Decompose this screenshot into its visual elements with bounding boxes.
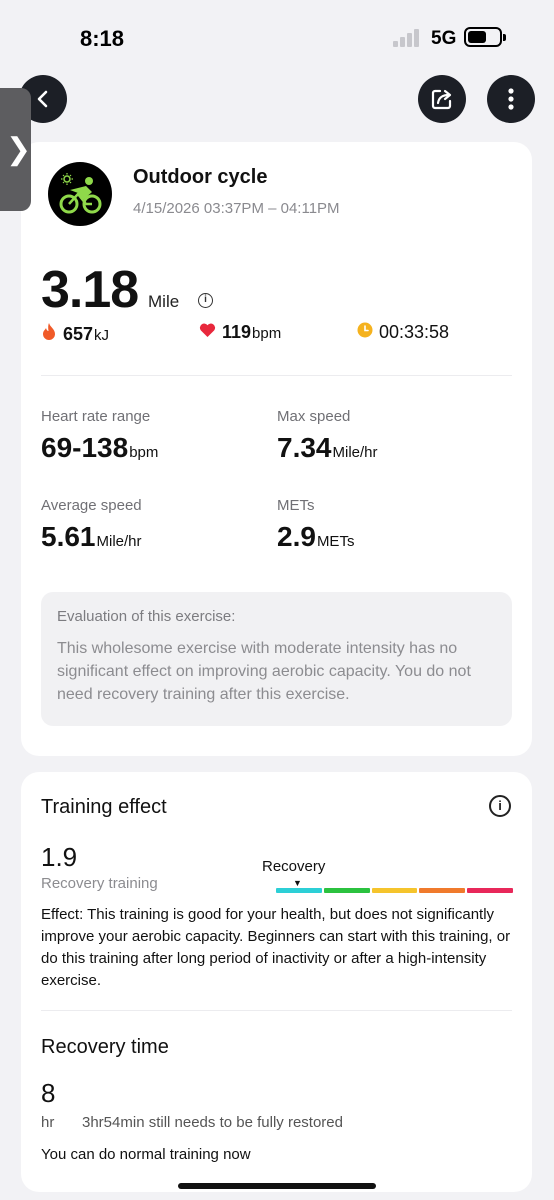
signal-icon: [393, 29, 423, 47]
activity-time-range: 4/15/2026 03:37PM – 04:11PM: [133, 200, 340, 217]
duration-value: 00:33:58: [379, 322, 450, 342]
heart-rate-value: 119: [222, 322, 252, 342]
scale-marker-label: Recovery: [262, 858, 326, 875]
network-label: 5G: [431, 28, 457, 49]
chevron-left-icon: [37, 90, 48, 108]
activity-title: Outdoor cycle: [133, 166, 268, 188]
heart-rate-unit: bpm: [252, 325, 282, 342]
recovery-remaining: 3hr54min still needs to be fully restore…: [82, 1114, 343, 1131]
scale-segment: [419, 888, 466, 893]
hr-range-label: Heart rate range: [41, 408, 151, 425]
avg-speed-value: 5.61Mile/hr: [41, 521, 142, 553]
training-effect-description: Effect: This training is good for your h…: [41, 906, 511, 989]
evaluation-title: Evaluation of this exercise:: [57, 608, 236, 625]
recovery-time-title: Recovery time: [41, 1036, 169, 1058]
hr-range-value: 69-138bpm: [41, 432, 158, 464]
cycling-icon: [48, 162, 112, 226]
share-button[interactable]: [418, 75, 466, 123]
divider: [41, 1010, 512, 1011]
share-icon: [431, 89, 452, 110]
avg-speed-label: Average speed: [41, 497, 142, 514]
clock-icon: [357, 322, 373, 338]
home-indicator[interactable]: [178, 1183, 376, 1189]
mets-label: METs: [277, 497, 315, 514]
distance-unit: Mile: [148, 292, 180, 311]
mets-unit: METs: [316, 533, 355, 550]
more-button[interactable]: [487, 75, 535, 123]
max-speed-label: Max speed: [277, 408, 351, 425]
training-effect-card: Training effect i 1.9 Recovery training …: [21, 772, 532, 1192]
recovery-time-unit: hr: [41, 1114, 55, 1131]
status-bar: 8:18 5G: [0, 0, 554, 70]
hr-range-unit: bpm: [129, 444, 159, 461]
duration-stat: 00:33:58: [357, 322, 449, 343]
scale-segment: [371, 888, 418, 893]
calories-stat: 657 kJ: [41, 322, 109, 345]
evaluation-text: This wholesome exercise with moderate in…: [57, 640, 471, 703]
side-panel-handle[interactable]: ❯: [0, 88, 31, 211]
recovery-time-value: 8: [41, 1078, 56, 1108]
max-speed-value: 7.34Mile/hr: [277, 432, 378, 464]
training-effect-subtitle: Recovery training: [41, 875, 158, 892]
flame-icon: [43, 323, 55, 340]
calories-value: 657: [63, 324, 94, 344]
mets-number: 2.9: [277, 521, 316, 552]
battery-icon: [464, 27, 506, 47]
heart-rate-stat: 119 bpm: [199, 322, 281, 343]
max-speed-unit: Mile/hr: [332, 444, 378, 461]
status-time: 8:18: [80, 26, 125, 51]
calories-unit: kJ: [94, 327, 110, 344]
training-effect-value: 1.9: [41, 842, 78, 872]
max-speed-number: 7.34: [277, 432, 332, 463]
evaluation-box: Evaluation of this exercise: This wholes…: [41, 592, 512, 726]
distance-value: 3.18: [41, 261, 139, 319]
avg-speed-number: 5.61: [41, 521, 96, 552]
scale-segment: [323, 888, 370, 893]
more-vertical-icon: [508, 88, 514, 110]
chevron-right-icon: ❯: [6, 133, 32, 166]
info-icon[interactable]: i: [489, 795, 511, 817]
divider: [41, 375, 512, 376]
workout-summary-card: Outdoor cycle 4/15/2026 03:37PM – 04:11P…: [21, 142, 532, 756]
mets-value: 2.9METs: [277, 521, 354, 553]
hr-range-number: 69-138: [41, 432, 129, 463]
heart-icon: [199, 323, 216, 337]
scale-segment: [276, 888, 322, 893]
info-icon[interactable]: i: [198, 293, 213, 308]
avg-speed-unit: Mile/hr: [96, 533, 142, 550]
training-effect-title: Training effect: [41, 796, 167, 818]
training-effect-scale: [276, 888, 513, 893]
recovery-note: You can do normal training now: [41, 1146, 251, 1163]
scale-segment: [467, 888, 513, 893]
triangle-down-icon: ▼: [293, 878, 302, 888]
